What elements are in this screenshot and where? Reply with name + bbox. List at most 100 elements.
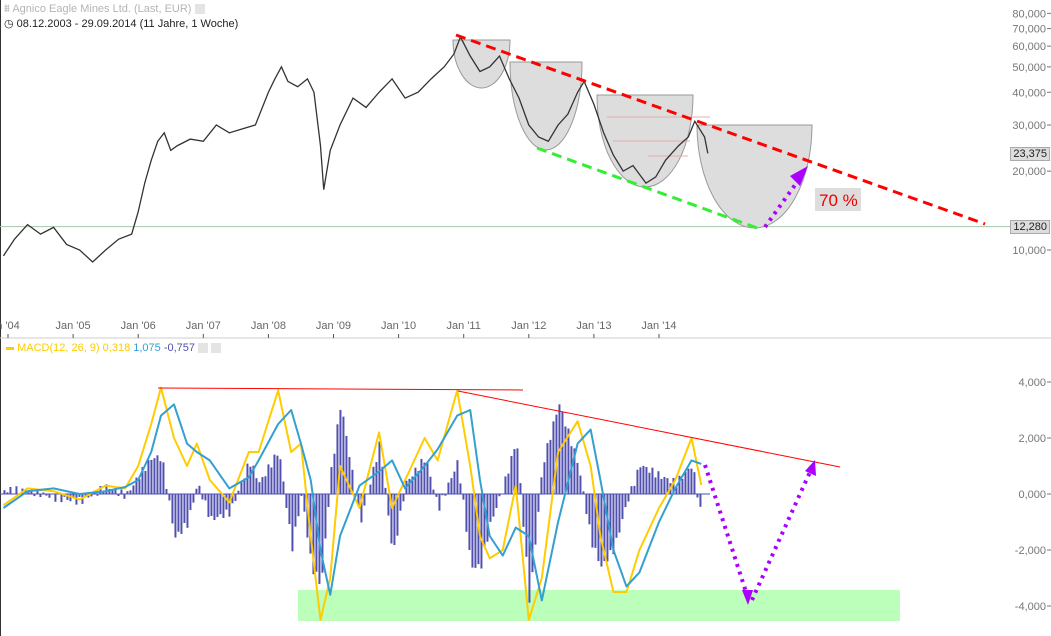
histogram-bar: [15, 486, 18, 494]
histogram-bar: [603, 494, 606, 561]
x-tick-label: Jan '12: [511, 320, 546, 332]
histogram-bar: [675, 487, 678, 494]
histogram-bar: [588, 494, 591, 525]
histogram-bar: [543, 462, 546, 494]
histogram-bar: [492, 494, 495, 517]
histogram-bar: [228, 494, 231, 517]
histogram-bar: [282, 481, 285, 494]
histogram-bar: [48, 494, 51, 498]
histogram-bar: [606, 494, 609, 562]
histogram-bar: [417, 471, 420, 494]
histogram-bar: [210, 494, 213, 516]
histogram-bar: [699, 494, 702, 507]
histogram-bar: [105, 484, 108, 494]
histogram-bar: [336, 424, 339, 494]
histogram-bar: [390, 494, 393, 544]
histogram-bar: [636, 469, 639, 494]
macd-arrow-down-head: [742, 590, 753, 605]
macd-arrow-up: [750, 471, 812, 601]
histogram-bar: [621, 494, 624, 520]
histogram-bar: [213, 494, 216, 520]
settings-icon[interactable]: [194, 4, 205, 15]
macd-legend-swatch: [6, 346, 14, 350]
histogram-bar: [204, 494, 207, 501]
histogram-bar: [96, 494, 99, 496]
macd-y-tick: -4,000: [1015, 601, 1046, 613]
histogram-bar: [222, 494, 225, 518]
histogram-bar: [198, 485, 201, 494]
histogram-bar: [396, 494, 399, 536]
histogram-bar: [39, 494, 42, 498]
histogram-bar: [261, 477, 264, 494]
annotation-box: [815, 188, 861, 211]
price-y-tick: 20,000: [1012, 166, 1046, 178]
x-tick-label: Jan '06: [121, 320, 156, 332]
histogram-bar: [78, 494, 81, 497]
histogram-bar: [33, 494, 36, 497]
histogram-bar: [108, 488, 111, 494]
histogram-bar: [627, 494, 630, 502]
histogram-bar: [141, 467, 144, 494]
price-y-tick: 70,000: [1012, 24, 1046, 36]
histogram-bar: [657, 471, 660, 494]
histogram-bar: [201, 494, 204, 500]
macd-arrow-down: [703, 464, 748, 593]
histogram-bar: [630, 486, 633, 494]
histogram-bar: [177, 494, 180, 532]
target-arrow-line: [763, 176, 802, 229]
histogram-bar: [138, 479, 141, 494]
histogram-bar: [126, 491, 129, 494]
histogram-bar: [243, 478, 246, 494]
price-y-tick: 30,000: [1012, 120, 1046, 132]
histogram-bar: [249, 466, 252, 494]
histogram-bar: [435, 494, 438, 497]
histogram-bar: [450, 478, 453, 494]
price-y-tick: 50,000: [1012, 62, 1046, 74]
macd-trendline-top: [157, 387, 524, 391]
oversold-zone: [298, 590, 900, 621]
histogram-bar: [525, 494, 528, 557]
histogram-bar: [645, 466, 648, 494]
settings-icon[interactable]: [198, 343, 209, 354]
histogram-bar: [3, 490, 6, 494]
histogram-bar: [342, 416, 345, 494]
price-line: [2, 35, 709, 263]
histogram-bar: [519, 483, 522, 494]
histogram-bar: [357, 494, 360, 507]
histogram-bar: [192, 494, 195, 503]
histogram-bar: [504, 476, 507, 494]
histogram-bar: [153, 458, 156, 494]
histogram-bar: [90, 494, 93, 497]
histogram-bar: [453, 471, 456, 494]
histogram-bar: [162, 462, 165, 494]
histogram-bar: [207, 494, 210, 517]
macd-arrow-up-head: [805, 460, 816, 476]
histogram-bar: [693, 472, 696, 494]
x-tick-label: Jan '09: [316, 320, 351, 332]
histogram-bar: [465, 494, 468, 532]
support-trendline: [536, 146, 758, 230]
histogram-bar: [159, 461, 162, 494]
histogram-bar: [642, 465, 645, 494]
cup-bowl-shape: [509, 61, 583, 151]
histogram-bar: [531, 494, 534, 573]
histogram-bar: [276, 455, 279, 494]
histogram-bar: [129, 490, 132, 494]
histogram-bar: [684, 471, 687, 494]
histogram-bar: [696, 494, 699, 498]
close-icon[interactable]: [211, 343, 222, 354]
histogram-bar: [168, 494, 171, 501]
macd-trendline-down: [457, 390, 841, 468]
histogram-bar: [120, 489, 123, 494]
histogram-bar: [255, 478, 258, 494]
x-tick-label: Jan '08: [251, 320, 286, 332]
histogram-bar: [534, 494, 537, 545]
macd-label: MACD(12, 26, 9): [17, 342, 100, 354]
x-tick-label: Jan '11: [447, 320, 481, 332]
histogram-bar: [516, 448, 519, 494]
histogram-bar: [216, 494, 219, 517]
histogram-bar: [423, 462, 426, 494]
histogram-bar: [672, 478, 675, 494]
